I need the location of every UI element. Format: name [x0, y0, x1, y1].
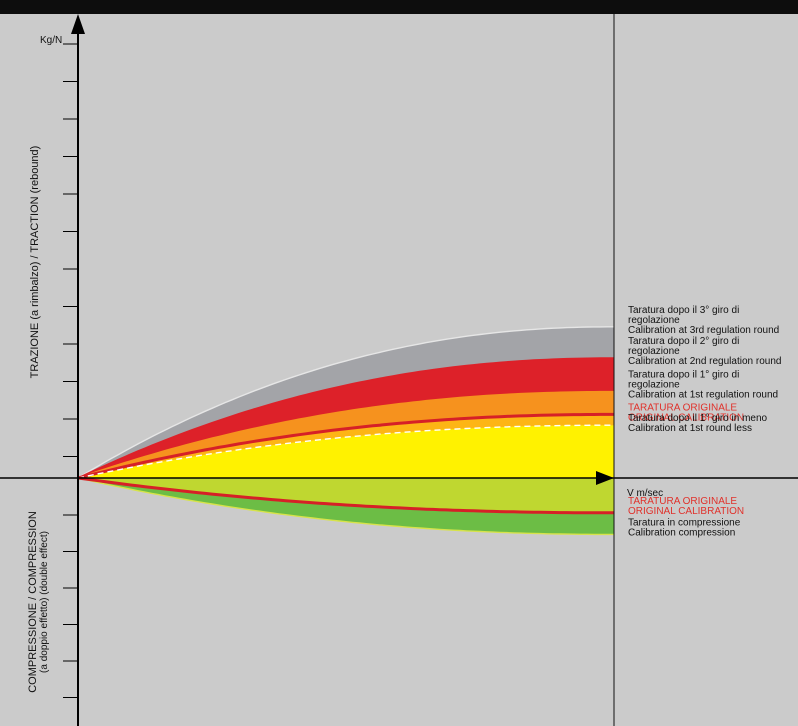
compression-comp_original-area	[78, 478, 614, 513]
legend-third-line: regolazione	[628, 315, 680, 326]
y-axis-subtitle-compression: (a doppio effetto) (double effect)	[39, 531, 50, 673]
rebound-less-area	[78, 425, 614, 478]
y-axis-title-compression: COMPRESSIONE / COMPRESSION	[27, 511, 39, 693]
compression-comp_original-edge	[77, 476, 614, 515]
legend-comp_setting-line: Calibration compression	[628, 527, 735, 538]
legend-original-line: ORIGINAL CALIBRATION	[628, 412, 744, 423]
legend-comp_setting-line: Taratura in compressione	[628, 517, 741, 528]
legend-first-line: regolazione	[628, 380, 680, 391]
compression-comp_setting-edge	[77, 477, 614, 536]
rebound-first-edge	[77, 390, 614, 479]
rebound-original-edge	[77, 412, 614, 480]
rebound-second-edge	[77, 357, 614, 479]
rebound-third-edge	[77, 326, 614, 479]
y-unit-label: Kg/N	[40, 35, 62, 46]
legend-less-line: Taratura dopo il 1° giro in meno	[628, 413, 768, 424]
legend-third-line: Calibration at 3rd regulation round	[628, 325, 779, 336]
y-axis-arrow	[71, 14, 85, 34]
top-band	[0, 0, 798, 14]
legend-third-line: Taratura dopo il 3° giro di	[628, 305, 739, 316]
x-unit-label: V m/sec	[627, 488, 663, 499]
legend-first-line: Taratura dopo il 1° giro di	[628, 370, 739, 381]
legend-second-line: Calibration at 2nd regulation round	[628, 356, 781, 367]
legend-less-line: Calibration at 1st round less	[628, 423, 752, 434]
legend-second-line: regolazione	[628, 346, 680, 357]
legend-first-line: Calibration at 1st regulation round	[628, 390, 778, 401]
legend-comp_original-line: TARATURA ORIGINALE	[628, 496, 737, 507]
legend-comp_original-line: ORIGINAL CALIBRATION	[628, 506, 744, 517]
legend-original-line: TARATURA ORIGINALE	[628, 402, 737, 413]
legend-second-line: Taratura dopo il 2° giro di	[628, 336, 739, 347]
y-axis-title-rebound: TRAZIONE (a rimbalzo) / TRACTION (reboun…	[29, 146, 41, 379]
x-axis-arrow	[596, 471, 614, 485]
rebound-less-edge	[77, 424, 614, 479]
